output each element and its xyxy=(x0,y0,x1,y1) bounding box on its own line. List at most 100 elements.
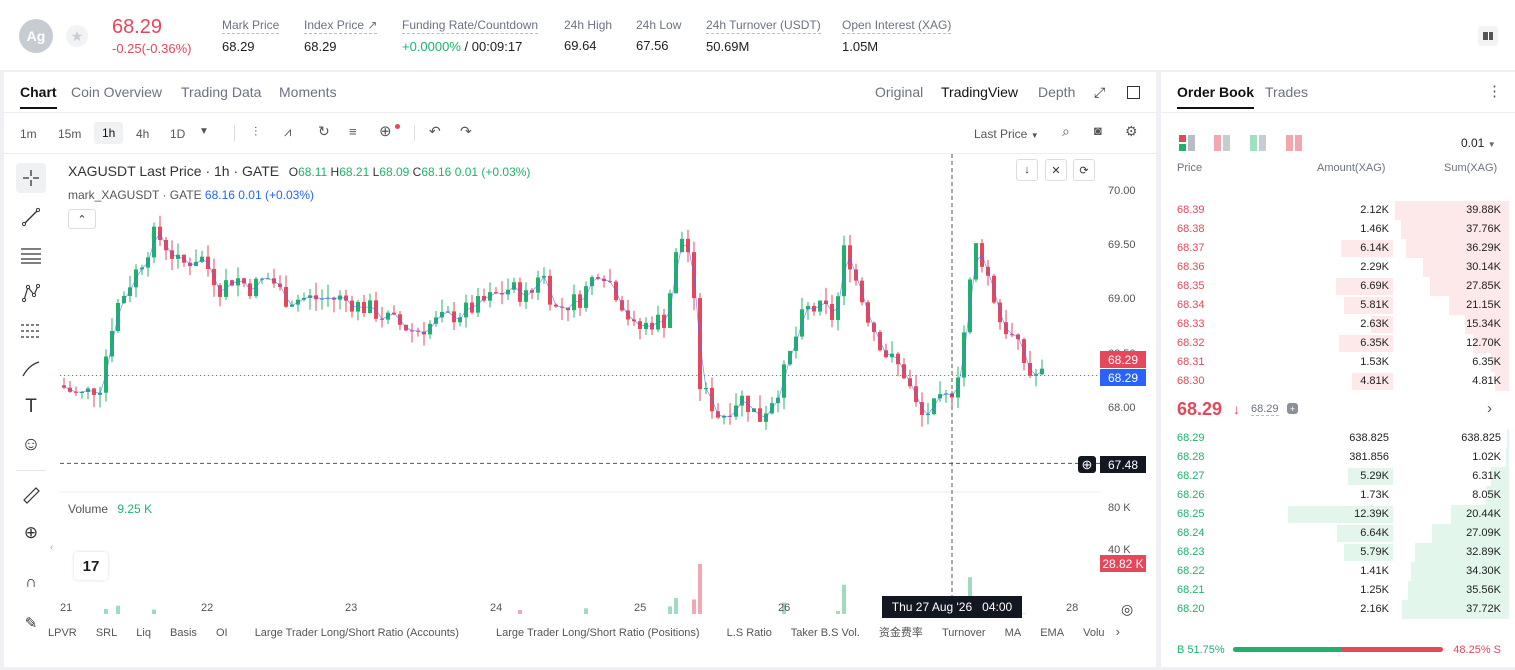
candlestick-chart[interactable] xyxy=(60,154,1100,614)
pencil-icon[interactable]: ✎ xyxy=(24,615,38,632)
interval-15m[interactable]: 15m xyxy=(58,127,82,141)
row-amount: 638.825 xyxy=(1349,432,1389,444)
ask-row[interactable]: 68.35 6.69K 27.85K xyxy=(1161,277,1515,296)
stat-index-price[interactable]: Index Price ↗ 68.29 xyxy=(304,18,378,54)
ask-row[interactable]: 68.34 5.81K 21.15K xyxy=(1161,296,1515,315)
pattern-icon[interactable] xyxy=(16,278,46,308)
price-source-select[interactable]: Last Price ▼ xyxy=(974,127,1039,141)
tab-order-book[interactable]: Order Book xyxy=(1177,84,1255,109)
zoom-icon[interactable]: ⊕ xyxy=(23,523,39,542)
bid-row[interactable]: 68.28 381.856 1.02K xyxy=(1161,448,1515,467)
template-icon[interactable]: ≡ xyxy=(349,124,357,139)
add-indicator-icon[interactable]: ⊕ xyxy=(379,123,392,140)
ask-row[interactable]: 68.37 6.14K 36.29K xyxy=(1161,239,1515,258)
add-alert-icon[interactable]: ⊕ xyxy=(1078,456,1096,473)
indicator-ma[interactable]: MA xyxy=(1004,627,1022,639)
shrink-icon[interactable]: ✕ xyxy=(1045,159,1067,181)
bid-row[interactable]: 68.23 5.79K 32.89K xyxy=(1161,543,1515,562)
view-bids-icon[interactable] xyxy=(1250,135,1266,154)
interval-1d[interactable]: 1D xyxy=(170,127,186,141)
tab-chart[interactable]: Chart xyxy=(20,84,57,109)
indicator-volume[interactable]: Volu xyxy=(1083,627,1105,639)
fib-icon[interactable] xyxy=(16,316,46,346)
trendline-icon[interactable] xyxy=(16,202,46,232)
tab-moments[interactable]: Moments xyxy=(279,84,337,100)
precision-select[interactable]: 0.01 ▼ xyxy=(1461,136,1496,150)
expand-icon[interactable]: ⤢ xyxy=(1094,84,1106,100)
fullscreen-icon[interactable] xyxy=(1127,86,1140,99)
row-sum: 34.30K xyxy=(1466,565,1501,577)
crosshair-icon[interactable] xyxy=(16,163,46,193)
camera-icon[interactable]: ◙ xyxy=(1094,123,1102,138)
indicator-ema[interactable]: EMA xyxy=(1040,627,1065,639)
ask-row[interactable]: 68.38 1.46K 37.76K xyxy=(1161,220,1515,239)
indicator-ls-ratio[interactable]: L.S Ratio xyxy=(726,627,772,639)
indicator-oi[interactable]: OI xyxy=(216,627,228,639)
tab-trades[interactable]: Trades xyxy=(1265,84,1309,100)
indicator-icon[interactable]: ⩘ xyxy=(284,124,292,139)
favorite-star-icon[interactable]: ★ xyxy=(66,25,88,47)
view-asks-icon[interactable] xyxy=(1214,135,1230,154)
refresh-icon[interactable]: ⟳ xyxy=(1073,159,1095,181)
bid-row[interactable]: 68.27 5.29K 6.31K xyxy=(1161,467,1515,486)
bid-row[interactable]: 68.22 1.41K 34.30K xyxy=(1161,562,1515,581)
chevron-right-icon[interactable]: › xyxy=(1115,624,1120,639)
redo-icon[interactable]: ↷ xyxy=(460,123,472,139)
view-both-icon[interactable] xyxy=(1179,135,1195,154)
chevron-down-icon[interactable]: ▼ xyxy=(199,126,209,137)
indicator-turnover[interactable]: Turnover xyxy=(941,627,986,639)
candle-type-icon[interactable]: ⫶ xyxy=(254,124,258,139)
gear-icon[interactable]: ⚙ xyxy=(1125,123,1138,139)
indicator-funding-rate[interactable]: 资金费率 xyxy=(878,627,923,639)
ask-row[interactable]: 68.33 2.63K 15.34K xyxy=(1161,315,1515,334)
ask-row[interactable]: 68.36 2.29K 30.14K xyxy=(1161,258,1515,277)
indicator-srl[interactable]: SRL xyxy=(95,627,118,639)
search-icon[interactable]: ⌕ xyxy=(1062,123,1070,139)
bid-row[interactable]: 68.24 6.64K 27.09K xyxy=(1161,524,1515,543)
sum-depth-bar xyxy=(1486,486,1509,505)
tradingview-logo[interactable]: 17 xyxy=(74,552,108,580)
interval-4h[interactable]: 4h xyxy=(136,127,150,141)
chevron-right-icon[interactable]: › xyxy=(1487,400,1492,417)
ruler-icon[interactable] xyxy=(16,480,46,510)
bid-row[interactable]: 68.21 1.25K 35.56K xyxy=(1161,581,1515,600)
ask-row[interactable]: 68.39 2.12K 39.88K xyxy=(1161,201,1515,220)
indicator-basis[interactable]: Basis xyxy=(170,627,197,639)
more-menu-icon[interactable]: ⋮ xyxy=(1487,83,1502,100)
ask-row[interactable]: 68.30 4.81K 4.81K xyxy=(1161,372,1515,391)
emoji-icon[interactable]: ☺ xyxy=(21,434,41,455)
text-icon[interactable]: T xyxy=(25,396,37,417)
horizontal-lines-icon[interactable] xyxy=(16,240,46,270)
settings-target-icon[interactable]: ◎ xyxy=(1121,601,1134,617)
bid-row[interactable]: 68.26 1.73K 8.05K xyxy=(1161,486,1515,505)
arrow-down-icon[interactable]: ↓ xyxy=(1016,159,1038,181)
interval-1m[interactable]: 1m xyxy=(20,127,37,141)
ask-row[interactable]: 68.31 1.53K 6.35K xyxy=(1161,353,1515,372)
tab-trading-data[interactable]: Trading Data xyxy=(181,84,262,100)
low-label: L xyxy=(372,165,380,179)
book-icon[interactable] xyxy=(1478,26,1498,46)
indicator-liq[interactable]: Liq xyxy=(136,627,151,639)
row-amount: 6.14K xyxy=(1360,242,1389,254)
interval-1h[interactable]: 1h xyxy=(94,122,124,144)
compare-icon[interactable]: ↻ xyxy=(318,123,330,139)
undo-icon[interactable]: ↶ xyxy=(429,123,441,139)
row-amount: 1.41K xyxy=(1360,565,1389,577)
view-tradingview[interactable]: TradingView xyxy=(941,84,1019,100)
indicator-ls-accounts[interactable]: Large Trader Long/Short Ratio (Accounts) xyxy=(254,627,459,639)
indicator-taker-vol[interactable]: Taker B.S Vol. xyxy=(790,627,860,639)
magnet-icon[interactable]: ∩ xyxy=(25,574,37,591)
ask-row[interactable]: 68.32 6.35K 12.70K xyxy=(1161,334,1515,353)
bid-row[interactable]: 68.25 12.39K 20.44K xyxy=(1161,505,1515,524)
bid-row[interactable]: 68.29 638.825 638.825 xyxy=(1161,429,1515,448)
collapse-toolbar-icon[interactable]: ‹ xyxy=(50,542,54,553)
view-original[interactable]: Original xyxy=(875,84,924,100)
brush-icon[interactable] xyxy=(16,354,46,384)
collapse-legend-button[interactable]: ⌃ xyxy=(68,209,96,229)
indicator-ls-positions[interactable]: Large Trader Long/Short Ratio (Positions… xyxy=(495,627,700,639)
bid-row[interactable]: 68.20 2.16K 37.72K xyxy=(1161,600,1515,619)
view-depth[interactable]: Depth xyxy=(1038,84,1076,100)
indicator-lpvr[interactable]: LPVR xyxy=(48,627,77,639)
view-asks-only-icon[interactable] xyxy=(1286,135,1302,154)
tab-coin-overview[interactable]: Coin Overview xyxy=(71,84,163,100)
